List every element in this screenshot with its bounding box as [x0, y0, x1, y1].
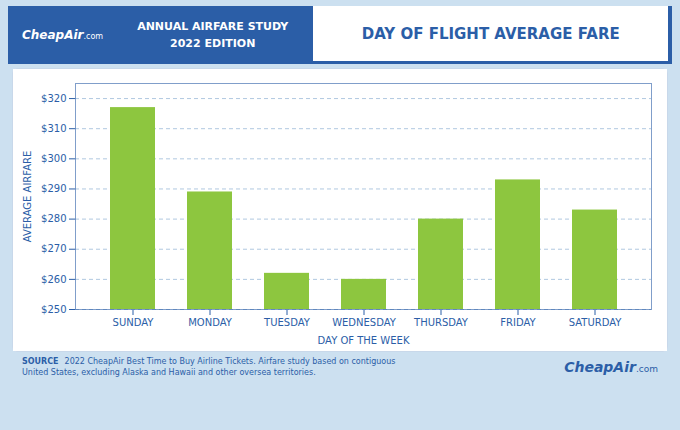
svg-text:$290: $290 [41, 183, 66, 194]
svg-text:AVERAGE AIRFARE: AVERAGE AIRFARE [22, 151, 33, 243]
svg-text:$270: $270 [41, 243, 66, 254]
svg-text:$310: $310 [41, 123, 66, 134]
html-text:2022 EDITION: 2022 EDITION [170, 37, 256, 50]
svg-text:$300: $300 [41, 153, 66, 164]
svg-text:$260: $260 [41, 274, 66, 285]
svg-text:$320: $320 [41, 93, 66, 104]
html-text:SOURCE: SOURCE [22, 357, 59, 366]
svg-text:$280: $280 [41, 213, 66, 224]
svg-text:DAY OF THE WEEK: DAY OF THE WEEK [318, 335, 410, 346]
svg-text:WEDNESDAY: WEDNESDAY [332, 317, 397, 328]
svg-text:SATURDAY: SATURDAY [569, 317, 623, 328]
svg-text:FRIDAY: FRIDAY [500, 317, 536, 328]
html-text:DAY OF FLIGHT AVERAGE FARE: DAY OF FLIGHT AVERAGE FARE [361, 24, 620, 43]
html-text:CheapAir.com: CheapAir.com [22, 28, 104, 42]
svg-text:$250: $250 [41, 304, 66, 315]
svg-text:THURSDAY: THURSDAY [413, 317, 469, 328]
svg-text:TUESDAY: TUESDAY [263, 317, 311, 328]
svg-text:MONDAY: MONDAY [188, 317, 233, 328]
html-text:ANNUAL AIRFARE STUDY: ANNUAL AIRFARE STUDY [137, 20, 289, 33]
html-text:2022 CheapAir Best Time to Buy: 2022 CheapAir Best Time to Buy Airline T… [22, 357, 396, 377]
html-text:CheapAir.com: CheapAir.com [564, 359, 658, 375]
svg-text:SUNDAY: SUNDAY [113, 317, 155, 328]
